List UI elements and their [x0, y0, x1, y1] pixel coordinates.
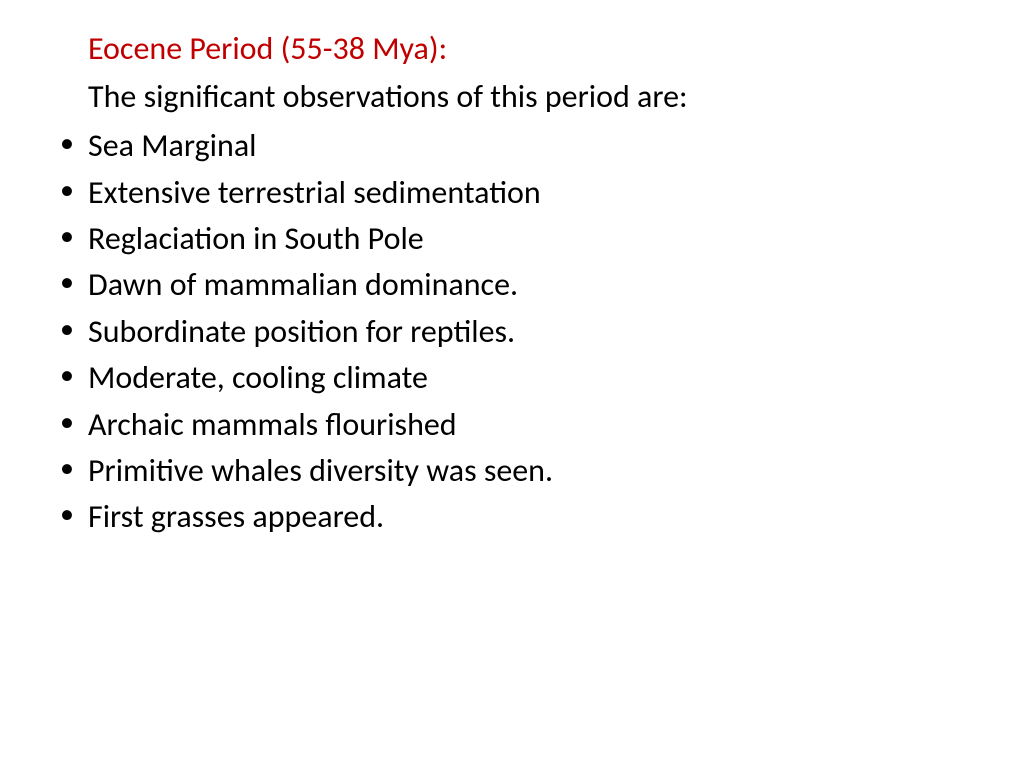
slide-title: Eocene Period (55-38 Mya):	[88, 28, 974, 70]
list-item: Sea Marginal	[52, 123, 974, 169]
bullet-list: Sea Marginal Extensive terrestrial sedim…	[50, 123, 974, 541]
list-item: Primitive whales diversity was seen.	[52, 448, 974, 494]
list-item: First grasses appeared.	[52, 494, 974, 540]
list-item: Subordinate position for reptiles.	[52, 309, 974, 355]
list-item: Dawn of mammalian dominance.	[52, 262, 974, 308]
list-item: Moderate, cooling climate	[52, 355, 974, 401]
slide-subtitle: The significant observations of this per…	[88, 76, 974, 118]
list-item: Extensive terrestrial sedimentation	[52, 170, 974, 216]
list-item: Archaic mammals flourished	[52, 402, 974, 448]
list-item: Reglaciation in South Pole	[52, 216, 974, 262]
